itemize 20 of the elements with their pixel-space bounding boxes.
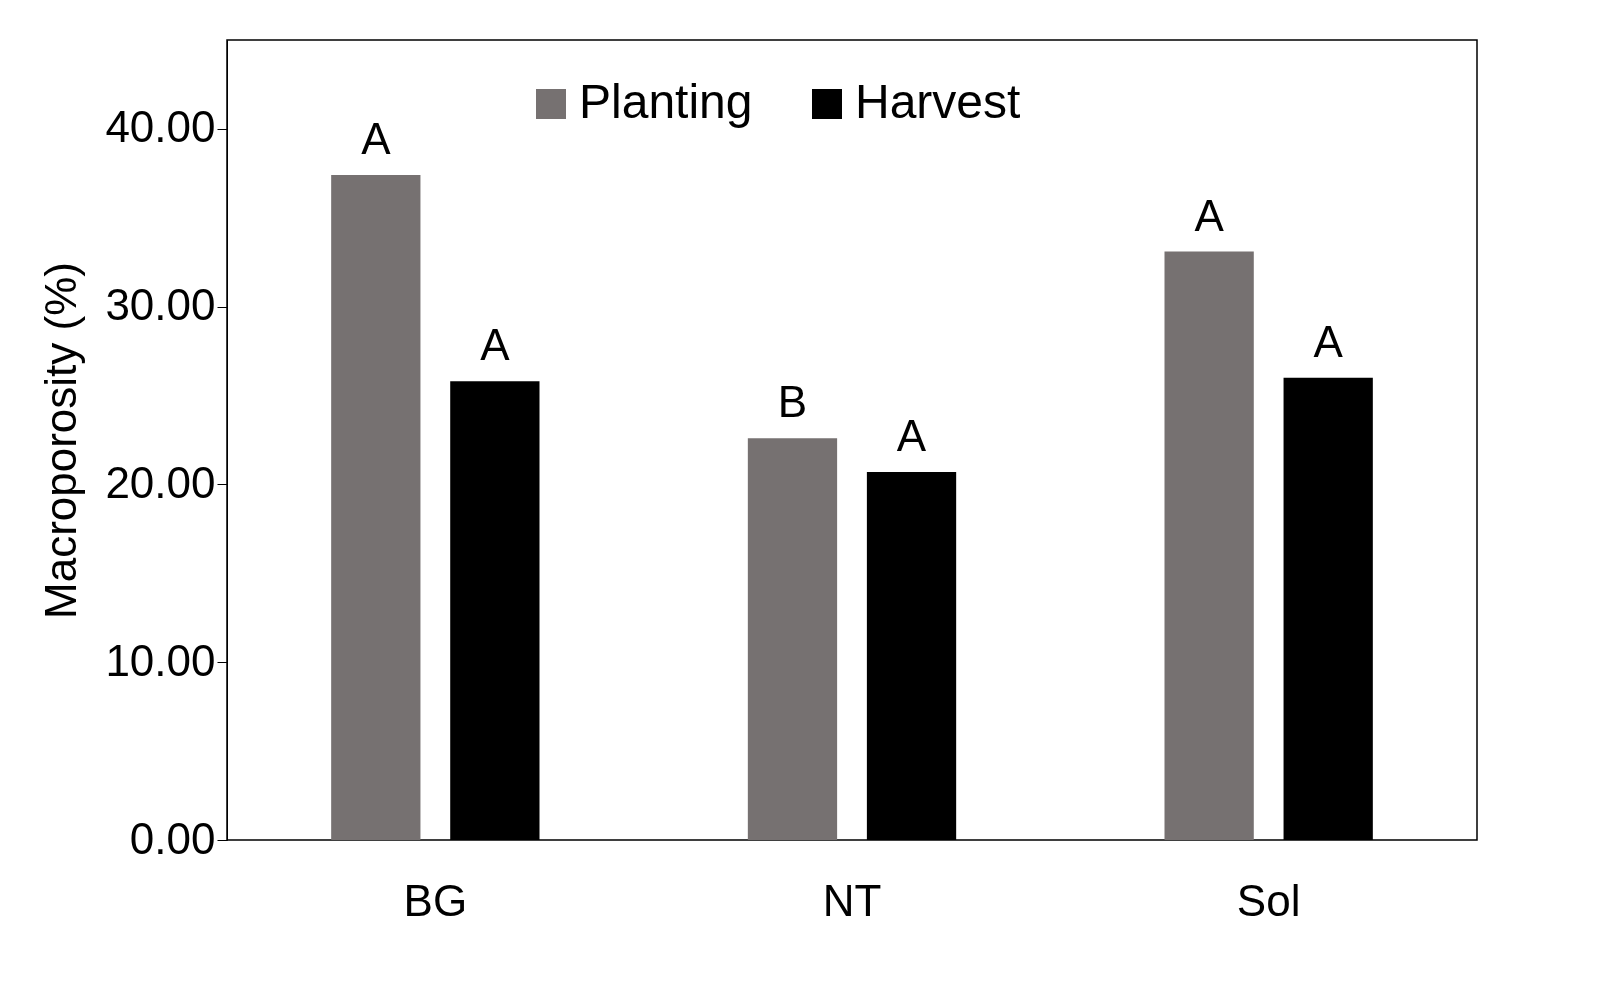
- bar: [331, 175, 421, 840]
- data-label: A: [1313, 316, 1344, 366]
- x-tick-label: NT: [822, 875, 882, 925]
- data-label: A: [361, 114, 392, 164]
- y-tick-label: 10.00: [105, 635, 216, 685]
- data-label: A: [1194, 190, 1225, 240]
- data-label: A: [896, 411, 927, 460]
- y-axis-title: Macroporosity (%): [36, 262, 86, 619]
- y-tick-label: 20.00: [105, 457, 216, 507]
- y-tick-label: 30.00: [105, 280, 216, 330]
- data-label: A: [480, 320, 511, 370]
- data-label: B: [777, 377, 808, 427]
- x-tick-label: Sol: [1236, 875, 1301, 925]
- legend-label: Harvest: [855, 75, 1021, 128]
- legend-label: Planting: [579, 75, 753, 128]
- y-tick-label: 40.00: [105, 102, 216, 152]
- y-tick-label: 0.00: [129, 813, 216, 863]
- bar: [747, 438, 838, 840]
- x-tick-label: BG: [403, 875, 468, 925]
- bar: [1164, 251, 1254, 840]
